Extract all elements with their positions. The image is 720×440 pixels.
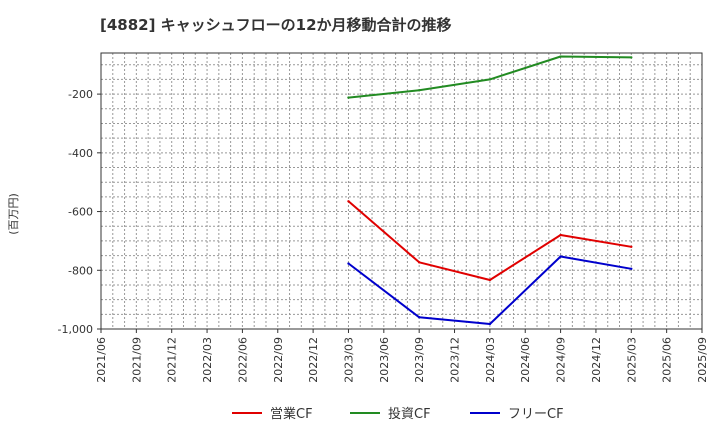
x-tick-label: 2022/12: [307, 337, 320, 383]
y-tick-label: -600: [68, 206, 93, 219]
x-tick-label: 2024/12: [590, 337, 603, 383]
axis-layer: [100, 52, 703, 330]
x-tick-label: 2025/03: [625, 337, 638, 383]
x-tick-label: 2021/12: [166, 337, 179, 383]
legend-label: 営業CF: [270, 406, 313, 422]
x-tick-label: 2025/09: [696, 337, 709, 383]
x-tick-label: 2024/06: [519, 337, 532, 383]
data-point: [417, 316, 421, 319]
x-tick-label: 2025/06: [661, 337, 674, 383]
legend: 営業CF 投資CF フリーCF: [232, 406, 564, 422]
data-point: [559, 255, 562, 258]
x-tick-label: 2024/09: [555, 337, 568, 383]
x-tick-label: 2023/12: [449, 337, 462, 383]
x-tick-label: 2023/03: [342, 337, 355, 383]
y-tick-label: -200: [68, 88, 93, 101]
data-point: [630, 56, 633, 59]
chart-title: [4882] キャッシュフローの12か月移動合計の推移: [100, 16, 452, 34]
y-tick-label: -1,000: [58, 323, 93, 336]
plot-frame: [100, 52, 703, 330]
x-tick-label: 2022/03: [201, 337, 214, 383]
legend-label: 投資CF: [388, 406, 431, 422]
data-point: [347, 96, 350, 99]
data-point: [347, 200, 350, 203]
x-tick-label: 2023/09: [413, 337, 426, 383]
x-tick-label: 2021/09: [130, 337, 143, 383]
series-layer: [347, 55, 633, 326]
data-point: [347, 262, 350, 265]
y-axis-label: (百万円): [7, 193, 20, 235]
data-point: [417, 261, 421, 264]
data-point: [488, 278, 492, 282]
legend-label: フリーCF: [508, 407, 564, 422]
y-tick-label: -800: [68, 264, 93, 277]
data-point: [630, 245, 633, 248]
x-tick-label: 2024/03: [484, 337, 497, 383]
data-point: [559, 55, 562, 58]
x-tick-label: 2022/09: [272, 337, 285, 383]
data-point: [559, 233, 562, 237]
y-tick-label: -400: [68, 147, 93, 160]
data-point: [417, 89, 421, 92]
x-tick-label: 2021/06: [95, 337, 108, 383]
data-point: [488, 322, 492, 326]
x-tick-label: 2023/06: [378, 337, 391, 383]
data-point: [630, 267, 633, 271]
x-tick-label: 2022/06: [236, 337, 249, 383]
data-point: [488, 78, 492, 81]
grid-layer: [101, 53, 702, 329]
